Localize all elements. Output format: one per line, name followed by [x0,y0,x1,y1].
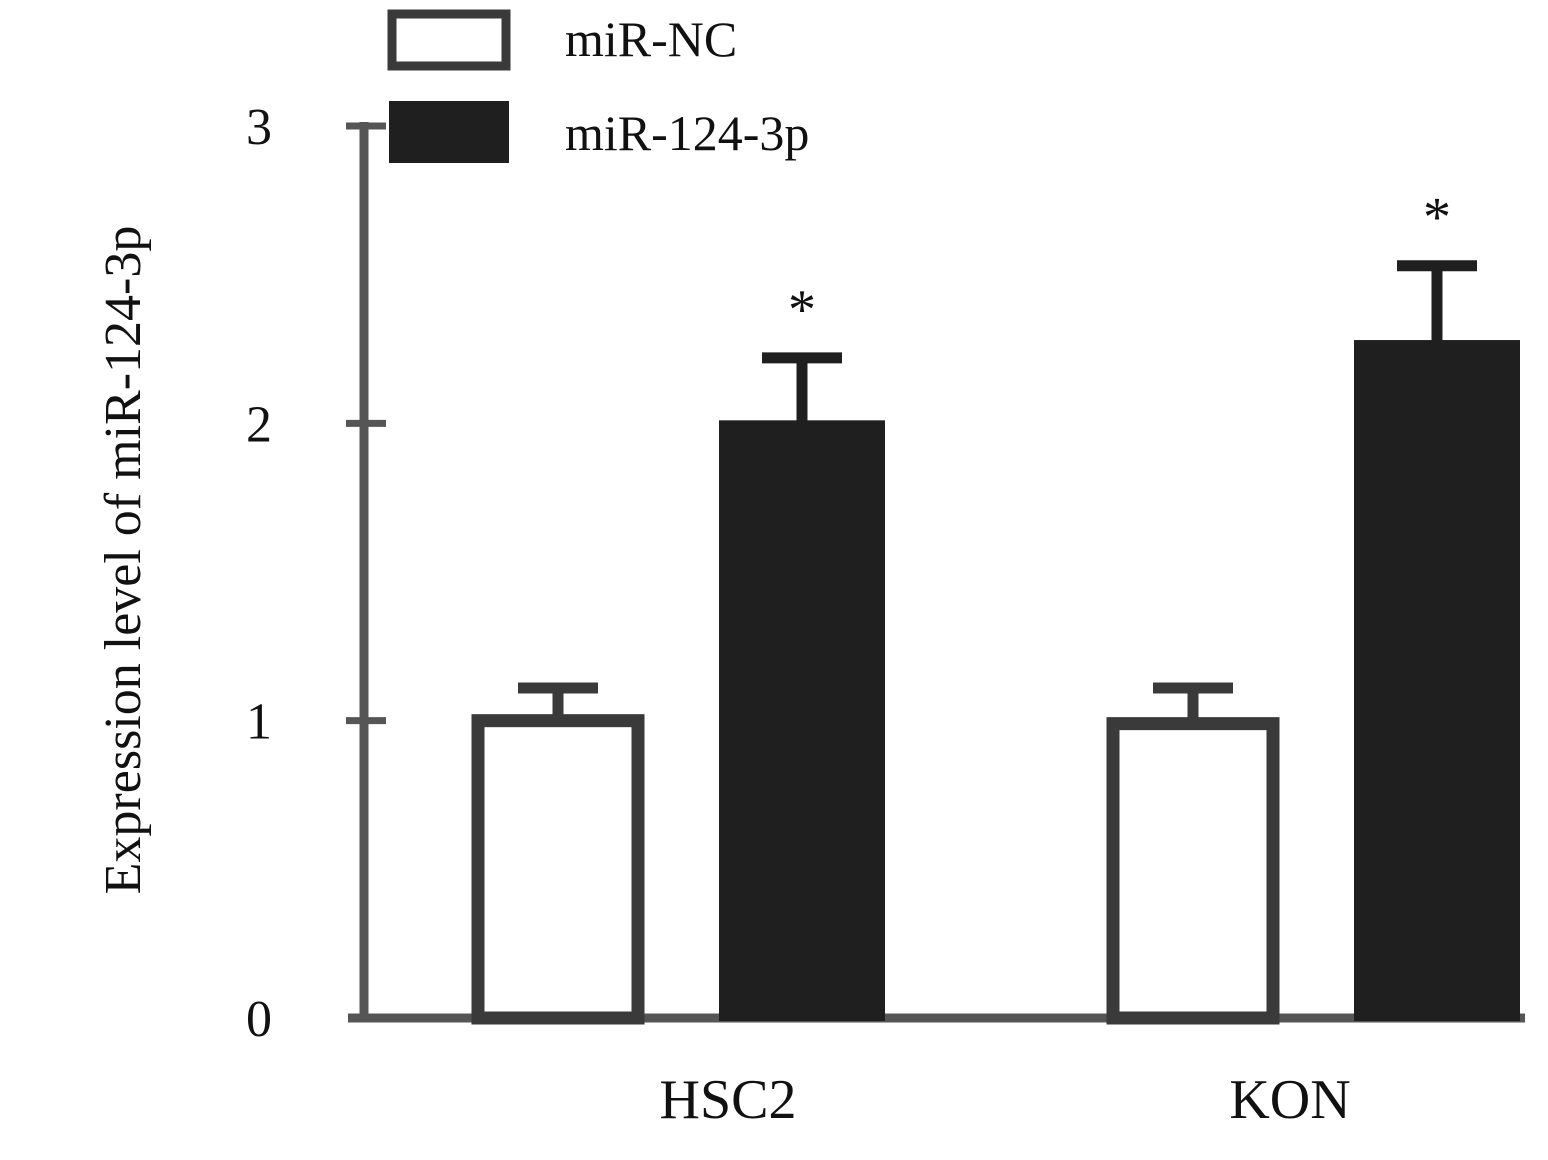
y-tick-label-0: 0 [246,991,272,1048]
legend: miR-NC miR-124-3p [387,9,809,163]
legend-swatch-mir-nc [387,9,511,71]
legend-swatch-mir-124-3p [389,101,509,163]
bar-kon-mir-nc [1106,717,1280,1025]
y-tick-label-1: 1 [246,694,272,751]
bar-kon-mir-124-3p [1354,340,1520,1021]
significance-marks: ** [788,187,1451,341]
y-axis-title: Expression level of miR-124-3p [95,226,152,895]
y-axis-ticks: 0 1 2 3 [246,99,386,1048]
category-labels: HSC2 KON [660,1069,1351,1131]
error-bars [518,260,1477,724]
bar-hsc2-mir-124-3p [719,420,885,1022]
legend-label-mir-nc: miR-NC [565,11,737,67]
category-label-kon: KON [1229,1069,1350,1131]
significance-star-hsc2: * [788,279,816,341]
y-tick-label-3: 3 [246,99,272,156]
bar-hsc2-mir-nc [471,714,645,1025]
legend-label-mir-124-3p: miR-124-3p [565,105,809,161]
significance-star-kon: * [1423,187,1451,249]
bars [471,340,1520,1025]
category-label-hsc2: HSC2 [660,1069,797,1131]
y-tick-label-2: 2 [246,396,272,453]
